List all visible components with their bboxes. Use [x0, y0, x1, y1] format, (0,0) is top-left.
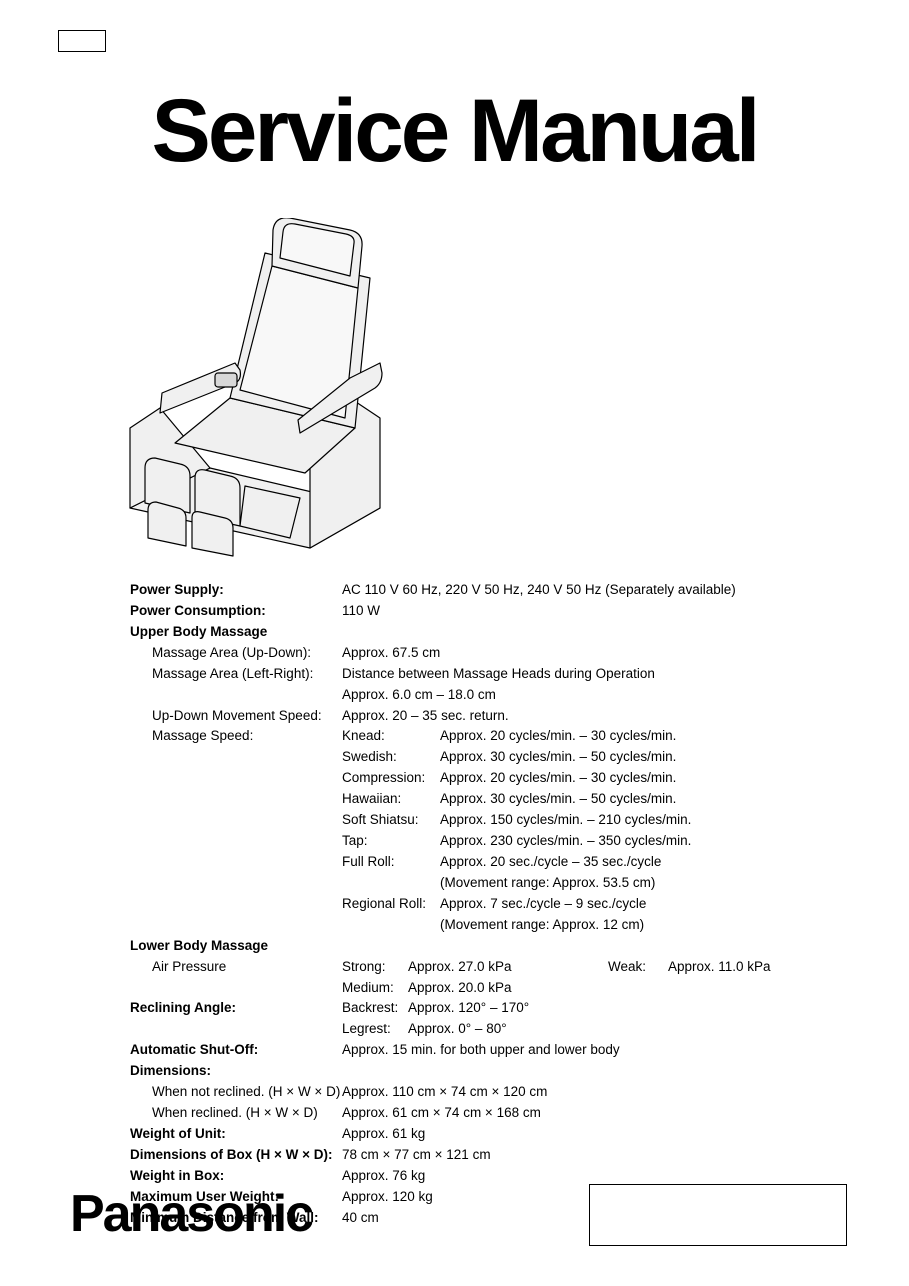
auto-shutoff-value: Approx. 15 min. for both upper and lower…	[342, 1040, 870, 1061]
brand-logo: Panasonic	[70, 1184, 312, 1244]
backrest-key: Backrest:	[342, 998, 408, 1019]
updown-speed-value: Approx. 20 – 35 sec. return.	[342, 706, 870, 727]
dimensions-heading: Dimensions:	[130, 1061, 870, 1082]
dim-not-reclined-label: When not reclined. (H × W × D)	[130, 1082, 342, 1103]
air-medium-key: Medium:	[342, 978, 408, 999]
bottom-empty-box	[589, 1184, 847, 1246]
air-weak-val: Approx. 11.0 kPa	[668, 957, 870, 978]
speed-key: Hawaiian:	[342, 789, 440, 810]
speed-key: Full Roll:	[342, 852, 440, 873]
upper-body-heading: Upper Body Massage	[130, 622, 870, 643]
air-strong-val: Approx. 27.0 kPa	[408, 957, 608, 978]
speed-val: Approx. 230 cycles/min. – 350 cycles/min…	[440, 831, 870, 852]
massage-speed-row-6: Full Roll: Approx. 20 sec./cycle – 35 se…	[130, 852, 870, 873]
page-title: Service Manual	[0, 86, 909, 175]
specifications-block: Power Supply: AC 110 V 60 Hz, 220 V 50 H…	[130, 580, 870, 1229]
speed-val: Approx. 20 cycles/min. – 30 cycles/min.	[440, 768, 870, 789]
legrest-val: Approx. 0° – 80°	[408, 1019, 507, 1040]
dim-not-reclined-value: Approx. 110 cm × 74 cm × 120 cm	[342, 1082, 870, 1103]
massage-area-ud-label: Massage Area (Up-Down):	[130, 643, 342, 664]
dim-reclined-row: When reclined. (H × W × D) Approx. 61 cm…	[130, 1103, 870, 1124]
speed-val: (Movement range: Approx. 12 cm)	[440, 915, 870, 936]
reclining-row: Reclining Angle: Backrest: Approx. 120° …	[130, 998, 870, 1019]
speed-val: Approx. 20 sec./cycle – 35 sec./cycle	[440, 852, 870, 873]
lower-body-heading: Lower Body Massage	[130, 936, 870, 957]
speed-val: Approx. 150 cycles/min. – 210 cycles/min…	[440, 810, 870, 831]
massage-speed-row-9: (Movement range: Approx. 12 cm)	[130, 915, 870, 936]
speed-key	[342, 915, 440, 936]
massage-speed-row-4: Soft Shiatsu: Approx. 150 cycles/min. – …	[130, 810, 870, 831]
massage-speed-row-7: (Movement range: Approx. 53.5 cm)	[130, 873, 870, 894]
air-strong-key: Strong:	[342, 957, 408, 978]
power-consumption-label: Power Consumption:	[130, 601, 342, 622]
dim-reclined-label: When reclined. (H × W × D)	[130, 1103, 342, 1124]
speed-val: Approx. 30 cycles/min. – 50 cycles/min.	[440, 747, 870, 768]
massage-speed-row-5: Tap: Approx. 230 cycles/min. – 350 cycle…	[130, 831, 870, 852]
massage-area-lr-row: Massage Area (Left-Right): Distance betw…	[130, 664, 870, 685]
dim-box-row: Dimensions of Box (H × W × D): 78 cm × 7…	[130, 1145, 870, 1166]
massage-speed-row-2: Compression: Approx. 20 cycles/min. – 30…	[130, 768, 870, 789]
power-supply-row: Power Supply: AC 110 V 60 Hz, 220 V 50 H…	[130, 580, 870, 601]
massage-speed-row-3: Hawaiian: Approx. 30 cycles/min. – 50 cy…	[130, 789, 870, 810]
weight-unit-label: Weight of Unit:	[130, 1124, 342, 1145]
massage-area-lr-value2: Approx. 6.0 cm – 18.0 cm	[342, 685, 870, 706]
speed-key: Compression:	[342, 768, 440, 789]
massage-speed-row-0: Massage Speed: Knead: Approx. 20 cycles/…	[130, 726, 870, 747]
massage-speed-label: Massage Speed:	[130, 726, 342, 747]
speed-val: (Movement range: Approx. 53.5 cm)	[440, 873, 870, 894]
power-consumption-row: Power Consumption: 110 W	[130, 601, 870, 622]
speed-val: Approx. 30 cycles/min. – 50 cycles/min.	[440, 789, 870, 810]
speed-key: Regional Roll:	[342, 894, 440, 915]
auto-shutoff-row: Automatic Shut-Off: Approx. 15 min. for …	[130, 1040, 870, 1061]
air-pressure-row: Air Pressure Strong: Approx. 27.0 kPa We…	[130, 957, 870, 978]
massage-area-lr-value1: Distance between Massage Heads during Op…	[342, 664, 870, 685]
speed-val: Approx. 20 cycles/min. – 30 cycles/min.	[440, 726, 870, 747]
air-pressure-label: Air Pressure	[130, 957, 342, 978]
dim-box-label: Dimensions of Box (H × W × D):	[130, 1145, 342, 1166]
air-medium-val: Approx. 20.0 kPa	[408, 978, 608, 999]
speed-val: Approx. 7 sec./cycle – 9 sec./cycle	[440, 894, 870, 915]
massage-area-lr-label: Massage Area (Left-Right):	[130, 664, 342, 685]
massage-area-ud-row: Massage Area (Up-Down): Approx. 67.5 cm	[130, 643, 870, 664]
updown-speed-row: Up-Down Movement Speed: Approx. 20 – 35 …	[130, 706, 870, 727]
air-pressure-row2: Medium: Approx. 20.0 kPa	[130, 978, 870, 999]
speed-key: Tap:	[342, 831, 440, 852]
power-supply-label: Power Supply:	[130, 580, 342, 601]
top-empty-box	[58, 30, 106, 52]
updown-speed-label: Up-Down Movement Speed:	[130, 706, 342, 727]
massage-chair-illustration	[100, 218, 420, 558]
weight-unit-value: Approx. 61 kg	[342, 1124, 870, 1145]
power-supply-value: AC 110 V 60 Hz, 220 V 50 Hz, 240 V 50 Hz…	[342, 580, 870, 601]
legrest-key: Legrest:	[342, 1019, 408, 1040]
reclining-label: Reclining Angle:	[130, 998, 342, 1019]
auto-shutoff-label: Automatic Shut-Off:	[130, 1040, 342, 1061]
dim-box-value: 78 cm × 77 cm × 121 cm	[342, 1145, 870, 1166]
speed-key: Soft Shiatsu:	[342, 810, 440, 831]
weight-unit-row: Weight of Unit: Approx. 61 kg	[130, 1124, 870, 1145]
speed-key: Knead:	[342, 726, 440, 747]
speed-key	[342, 873, 440, 894]
massage-area-ud-value: Approx. 67.5 cm	[342, 643, 870, 664]
massage-speed-row-1: Swedish: Approx. 30 cycles/min. – 50 cyc…	[130, 747, 870, 768]
massage-speed-row-8: Regional Roll: Approx. 7 sec./cycle – 9 …	[130, 894, 870, 915]
backrest-val: Approx. 120° – 170°	[408, 998, 529, 1019]
air-weak-key: Weak:	[608, 957, 668, 978]
dim-not-reclined-row: When not reclined. (H × W × D) Approx. 1…	[130, 1082, 870, 1103]
speed-key: Swedish:	[342, 747, 440, 768]
dim-reclined-value: Approx. 61 cm × 74 cm × 168 cm	[342, 1103, 870, 1124]
massage-area-lr-row2: Approx. 6.0 cm – 18.0 cm	[130, 685, 870, 706]
power-consumption-value: 110 W	[342, 601, 870, 622]
reclining-row2: Legrest: Approx. 0° – 80°	[130, 1019, 870, 1040]
